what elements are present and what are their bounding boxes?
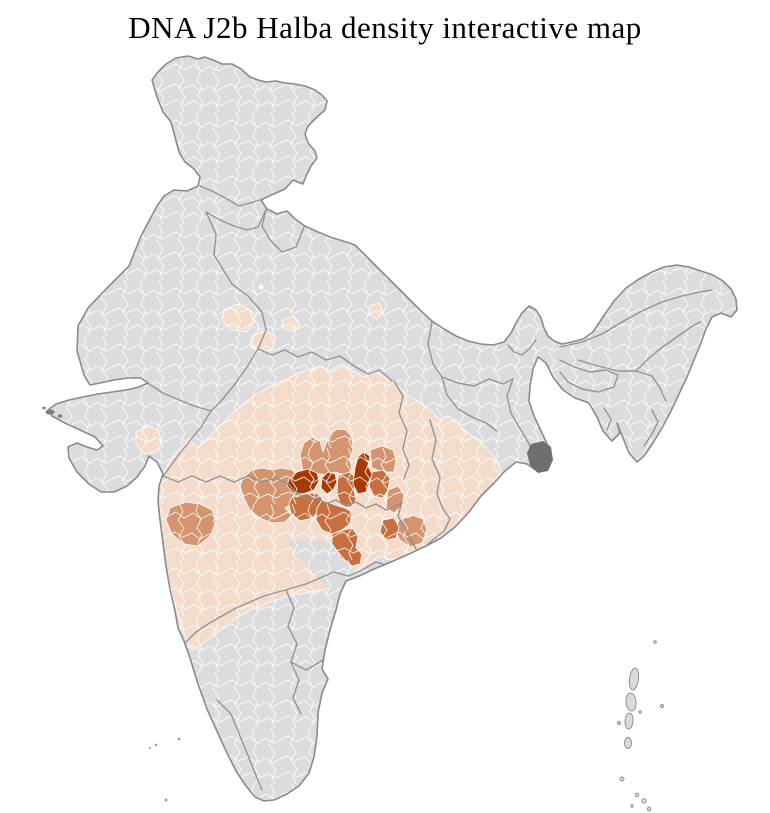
lakshadweep-islands[interactable]	[149, 737, 181, 802]
kutch-islets	[42, 406, 63, 418]
sundarbans-delta	[527, 441, 553, 473]
andaman-nicobar-islands[interactable]	[617, 640, 664, 812]
map-title: DNA J2b Halba density interactive map	[128, 10, 642, 45]
state-borders	[148, 185, 713, 791]
